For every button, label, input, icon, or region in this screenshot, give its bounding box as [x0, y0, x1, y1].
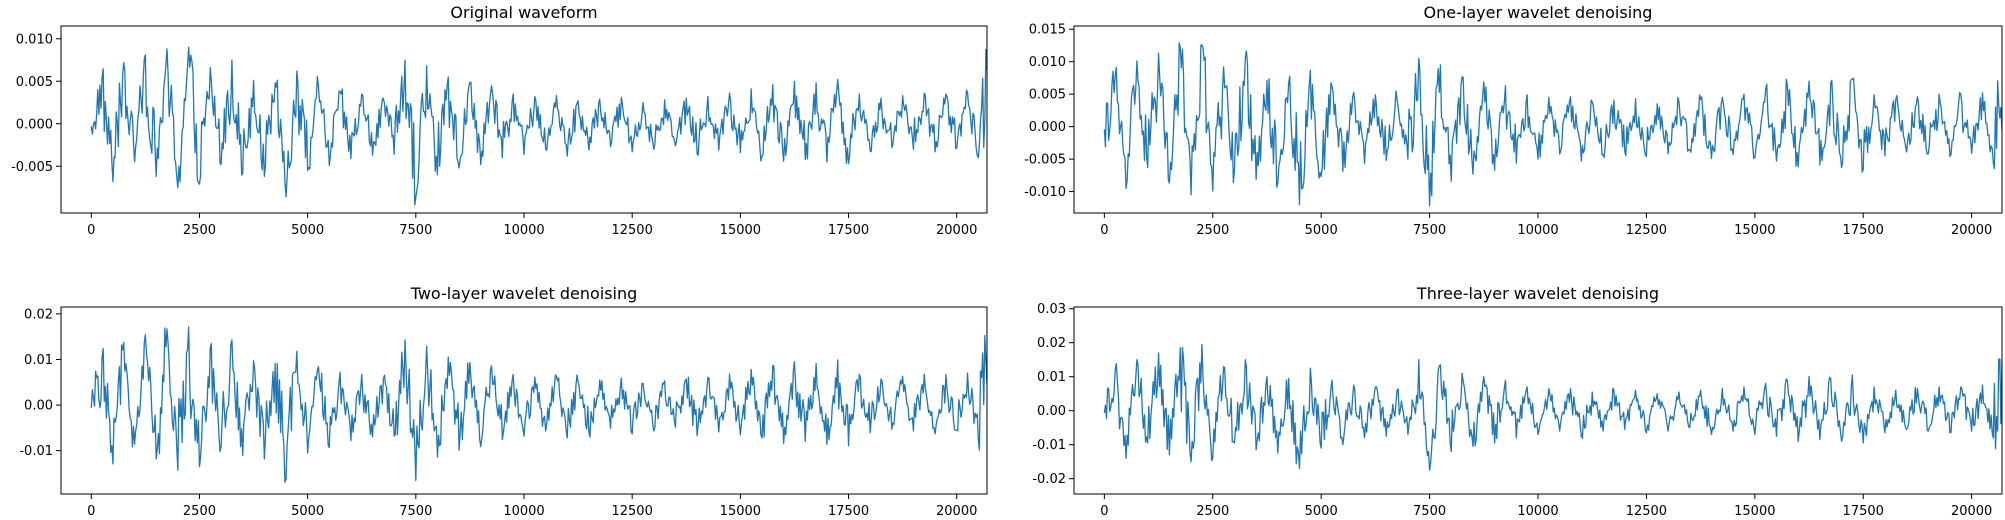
y-tick-label: 0.010 — [16, 32, 53, 47]
x-tick-label: 2500 — [1196, 504, 1229, 519]
x-tick-label: 17500 — [1843, 223, 1884, 238]
x-tick-label: 2500 — [183, 504, 216, 519]
y-tick-label: 0.03 — [1037, 302, 1066, 317]
x-tick-label: 5000 — [291, 223, 324, 238]
x-tick-label: 10000 — [503, 223, 544, 238]
subplot-title: Original waveform — [450, 3, 597, 22]
x-tick-label: 12500 — [611, 223, 652, 238]
subplot-1: 0 2500 5000 7500 10000 12500 15000 17500 20000 0.… — [11, 3, 988, 238]
x-tick-label: 15000 — [1734, 223, 1775, 238]
x-tick-label: 12500 — [1626, 504, 1667, 519]
x-tick-label: 12500 — [611, 504, 652, 519]
x-tick-label: 17500 — [828, 504, 869, 519]
y-tick-label: -0.02 — [1032, 472, 1066, 487]
y-tick-label: -0.01 — [19, 444, 53, 459]
x-tick-label: 5000 — [1305, 223, 1338, 238]
y-tick-label: -0.005 — [1024, 153, 1066, 168]
y-tick-label: 0.005 — [16, 75, 53, 90]
x-tick-label: 5000 — [1305, 504, 1338, 519]
x-tick-label: 15000 — [720, 504, 761, 519]
y-tick-label: -0.010 — [1024, 185, 1066, 200]
x-tick-label: 15000 — [720, 223, 761, 238]
x-tick-label: 20000 — [1951, 223, 1992, 238]
x-tick-label: 7500 — [399, 223, 432, 238]
series-line-1 — [1103, 42, 2002, 207]
x-tick-label: 10000 — [1517, 223, 1558, 238]
x-tick-label: 2500 — [183, 223, 216, 238]
x-tick-label: 7500 — [1413, 504, 1446, 519]
x-tick-label: 0 — [87, 504, 95, 519]
axes-frame — [60, 25, 988, 214]
y-tick-label: 0.01 — [1037, 370, 1066, 385]
y-tick-label: 0.000 — [1029, 120, 1066, 135]
y-tick-label: 0.02 — [24, 307, 53, 322]
subplot-4: 0 2500 5000 7500 10000 12500 15000 17500 20000 0.… — [1032, 284, 2003, 519]
x-tick-label: 20000 — [1951, 504, 1992, 519]
y-tick-label: 0.010 — [1029, 55, 1066, 70]
y-tick-label: -0.01 — [1032, 438, 1066, 453]
y-tick-label: 0.01 — [24, 353, 53, 368]
x-tick-label: 0 — [1100, 223, 1108, 238]
y-tick-label: 0.00 — [1037, 404, 1066, 419]
x-tick-label: 7500 — [1413, 223, 1446, 238]
x-tick-label: 0 — [87, 223, 95, 238]
subplot-2: 0 2500 5000 7500 10000 12500 15000 17500 20000 0.… — [1024, 3, 2003, 238]
x-tick-label: 17500 — [828, 223, 869, 238]
x-tick-label: 20000 — [936, 223, 977, 238]
x-tick-label: 12500 — [1626, 223, 1667, 238]
x-tick-label: 10000 — [503, 504, 544, 519]
y-tick-label: -0.005 — [11, 160, 53, 175]
subplot-title: One-layer wavelet denoising — [1424, 3, 1653, 22]
axes-frame — [1073, 306, 2003, 495]
series-line-1 — [90, 326, 987, 483]
x-tick-label: 10000 — [1517, 504, 1558, 519]
series-line-1 — [90, 46, 987, 206]
x-tick-label: 5000 — [291, 504, 324, 519]
y-tick-label: 0.02 — [1037, 336, 1066, 351]
y-tick-label: 0.00 — [24, 399, 53, 414]
subplot-3: 0 2500 5000 7500 10000 12500 15000 17500 20000 0.… — [19, 284, 988, 519]
y-tick-label: 0.015 — [1029, 23, 1066, 38]
x-tick-label: 15000 — [1734, 504, 1775, 519]
x-tick-label: 2500 — [1196, 223, 1229, 238]
x-tick-label: 0 — [1100, 504, 1108, 519]
x-tick-label: 7500 — [399, 504, 432, 519]
x-tick-label: 20000 — [936, 504, 977, 519]
series-line-1 — [1103, 343, 2002, 471]
y-tick-label: 0.000 — [16, 117, 53, 132]
y-tick-label: 0.005 — [1029, 88, 1066, 103]
subplot-title: Two-layer wavelet denoising — [410, 284, 638, 303]
subplot-title: Three-layer wavelet denoising — [1416, 284, 1659, 303]
x-tick-label: 17500 — [1843, 504, 1884, 519]
